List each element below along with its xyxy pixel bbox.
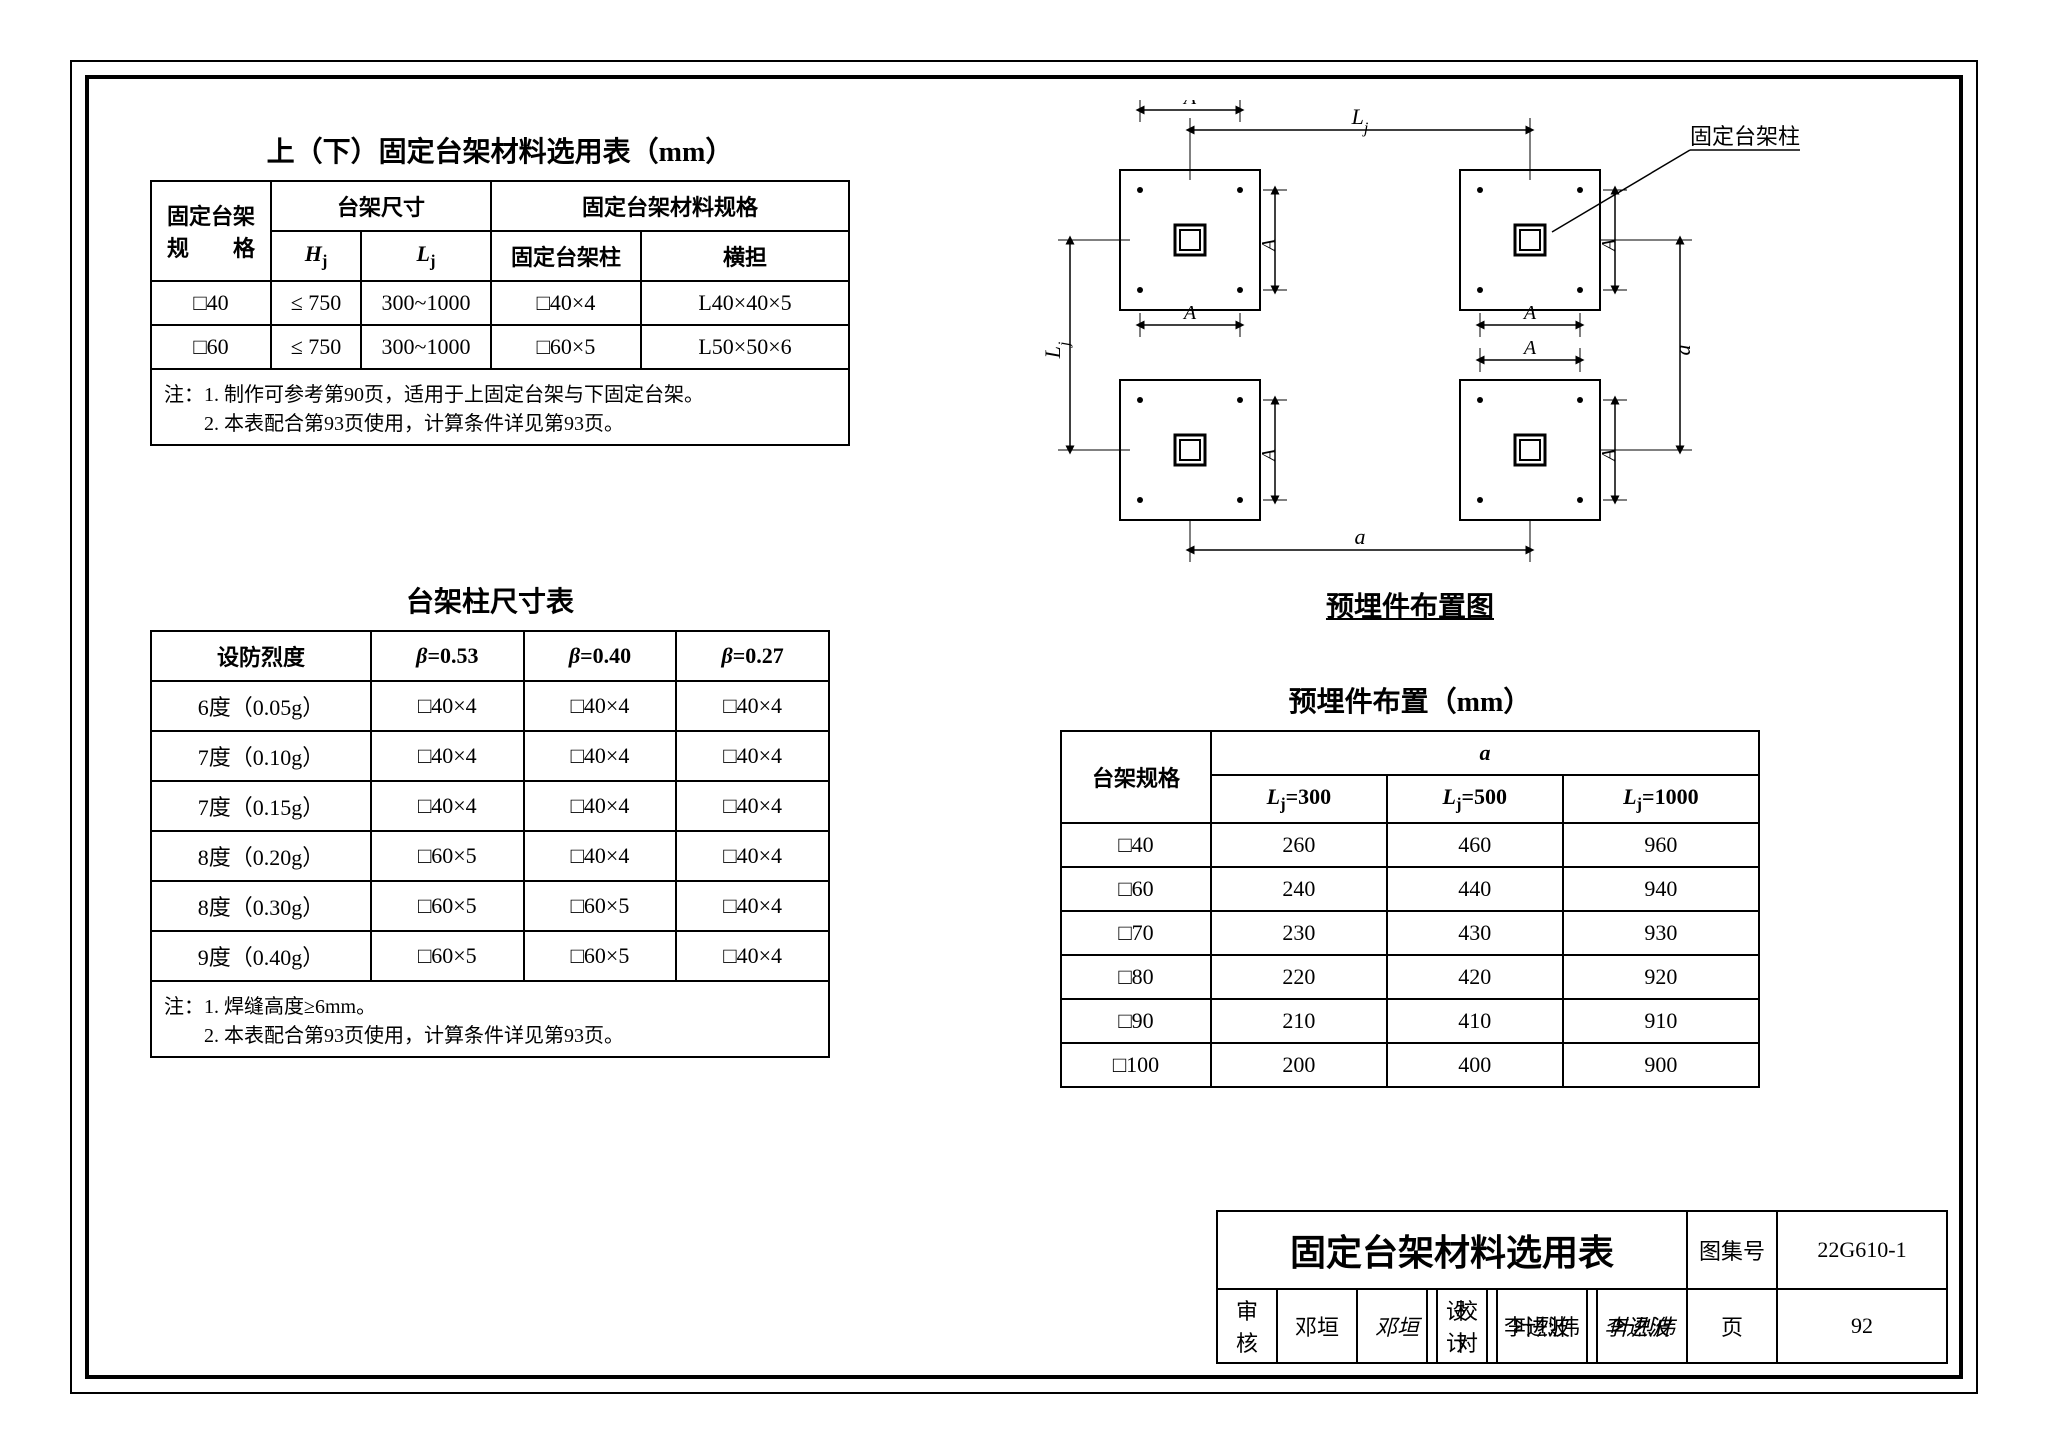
page-label: 页: [1687, 1289, 1777, 1363]
check-sig: 邓垣: [1357, 1289, 1437, 1363]
drawing-title: 固定台架材料选用表: [1217, 1211, 1687, 1289]
t3-h-l3: Lj=1000: [1563, 775, 1759, 823]
t1-h-lj: Lj: [361, 231, 491, 281]
svg-text:固定台架柱: 固定台架柱: [1690, 124, 1800, 149]
set-label: 图集号: [1687, 1211, 1777, 1289]
diagram-title: 预埋件布置图: [1000, 585, 1820, 625]
table2-block: 台架柱尺寸表 设防烈度 β=0.53 β=0.40 β=0.27 6度（0.05…: [150, 580, 830, 1058]
t1-h-col: 固定台架柱: [491, 231, 641, 281]
t3-h-a: a: [1211, 731, 1759, 775]
svg-text:a: a: [1670, 345, 1695, 356]
table-row: □60 ≤ 750 300~1000 □60×5 L50×50×6: [151, 325, 849, 369]
t1-h-mat: 固定台架材料规格: [491, 181, 849, 231]
table3: 台架规格 a Lj=300 Lj=500 Lj=1000 □4026046096…: [1060, 730, 1760, 1088]
t2-h2: β=0.40: [524, 631, 677, 681]
svg-text:Lj: Lj: [1351, 104, 1369, 137]
page-no: 92: [1777, 1289, 1947, 1363]
embed-layout-diagram: A A: [1000, 100, 1820, 570]
table-row: 7度（0.10g）□40×4□40×4□40×4: [151, 731, 829, 781]
table-row: 6度（0.05g）□40×4□40×4□40×4: [151, 681, 829, 731]
table-row: 9度（0.40g）□60×5□60×5□40×4: [151, 931, 829, 981]
t2-h1: β=0.53: [371, 631, 524, 681]
t1-h-spec: 固定台架规 格: [151, 181, 271, 281]
table3-block: 预埋件布置（mm） 台架规格 a Lj=300 Lj=500 Lj=1000 □…: [1060, 680, 1760, 1088]
table-row: □40 ≤ 750 300~1000 □40×4 L40×40×5: [151, 281, 849, 325]
table-row: □60240440940: [1061, 867, 1759, 911]
t2-h0: 设防烈度: [151, 631, 371, 681]
set-no: 22G610-1: [1777, 1211, 1947, 1289]
table-row: □70230430930: [1061, 911, 1759, 955]
title-block-design: 设计 李进波 李进波: [1426, 1288, 1688, 1364]
table2: 设防烈度 β=0.53 β=0.40 β=0.27 6度（0.05g）□40×4…: [150, 630, 830, 982]
table2-notes: 注：1. 焊缝高度≥6mm。 2. 本表配合第93页使用，计算条件详见第93页。: [150, 982, 830, 1058]
t3-h-l2: Lj=500: [1387, 775, 1563, 823]
diagram-block: A A: [1000, 100, 1820, 625]
t3-h-spec: 台架规格: [1061, 731, 1211, 823]
check-name: 邓垣: [1277, 1289, 1357, 1363]
table-row: □40260460960: [1061, 823, 1759, 867]
check-label: 审核: [1217, 1289, 1277, 1363]
table3-title: 预埋件布置（mm）: [1060, 680, 1760, 720]
design-label: 设计: [1427, 1289, 1487, 1363]
table1-block: 上（下）固定台架材料选用表（mm） 固定台架规 格 台架尺寸 固定台架材料规格 …: [150, 130, 850, 446]
svg-text:Lj: Lj: [1040, 341, 1073, 359]
design-sig: 李进波: [1587, 1289, 1687, 1363]
t2-h3: β=0.27: [676, 631, 829, 681]
table-row: □80220420920: [1061, 955, 1759, 999]
t1-h-hj: Hj: [271, 231, 361, 281]
table2-title: 台架柱尺寸表: [150, 580, 830, 620]
table-row: 8度（0.30g）□60×5□60×5□40×4: [151, 881, 829, 931]
table-row: □100200400900: [1061, 1043, 1759, 1087]
svg-text:a: a: [1355, 524, 1366, 549]
table-row: 7度（0.15g）□40×4□40×4□40×4: [151, 781, 829, 831]
t1-h-size: 台架尺寸: [271, 181, 491, 231]
t3-h-l1: Lj=300: [1211, 775, 1387, 823]
design-name: 李进波: [1487, 1289, 1587, 1363]
table1-title: 上（下）固定台架材料选用表（mm）: [150, 130, 850, 170]
t1-h-beam: 横担: [641, 231, 849, 281]
table1: 固定台架规 格 台架尺寸 固定台架材料规格 Hj Lj 固定台架柱 横担 □40…: [150, 180, 850, 370]
table1-notes: 注：1. 制作可参考第90页，适用于上固定台架与下固定台架。 2. 本表配合第9…: [150, 370, 850, 446]
table-row: 8度（0.20g）□60×5□40×4□40×4: [151, 831, 829, 881]
table-row: □90210410910: [1061, 999, 1759, 1043]
